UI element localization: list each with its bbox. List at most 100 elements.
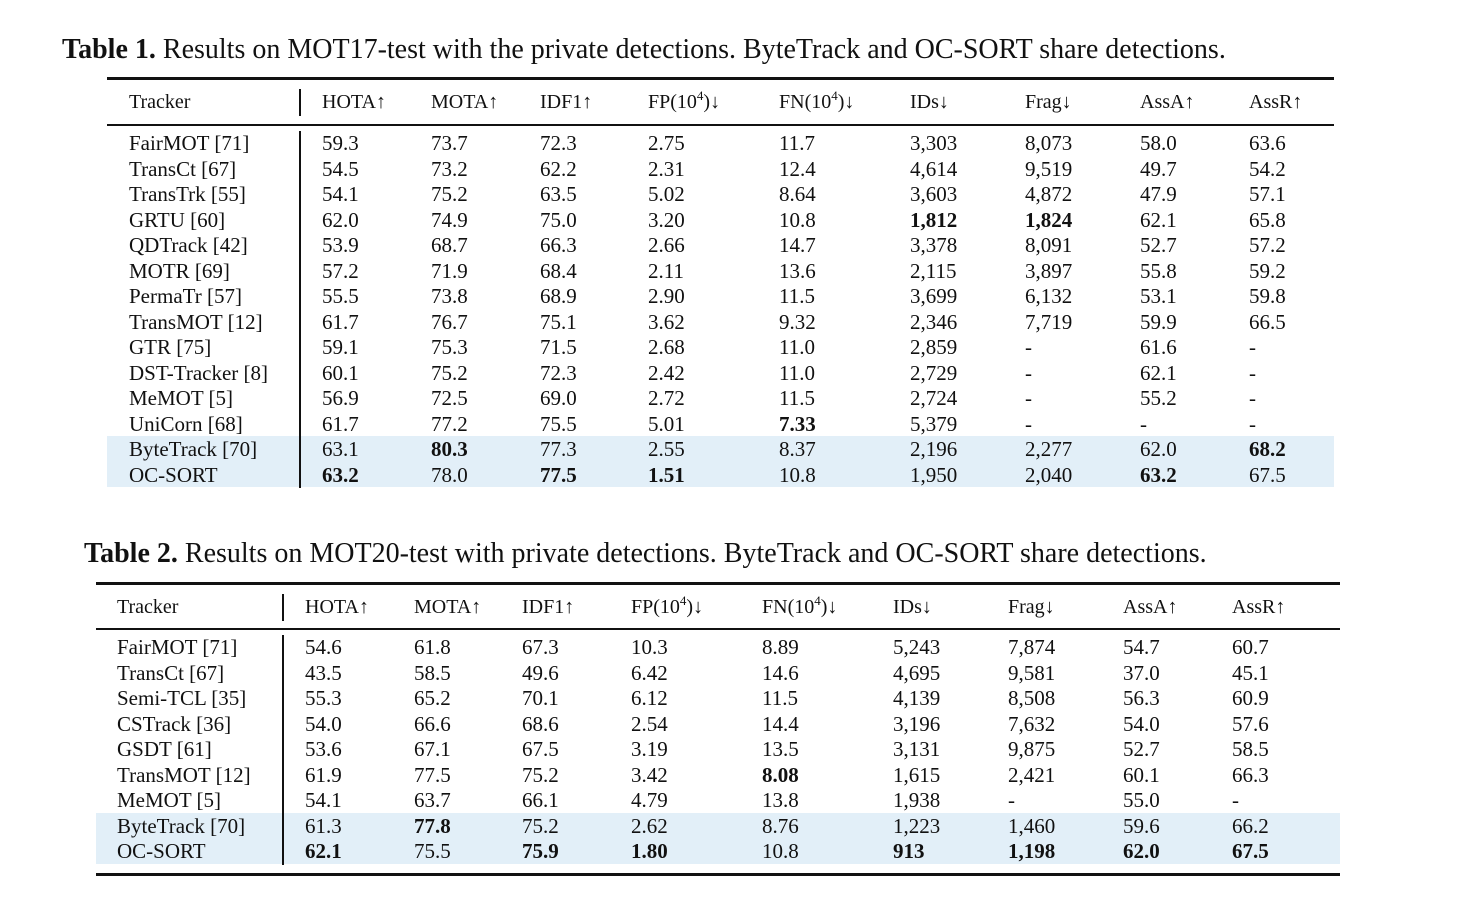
tracker-name: TransCt [67] [129, 156, 237, 181]
metric-value: 3,603 [910, 182, 958, 206]
metric-value: 3,378 [910, 233, 958, 257]
metric-value: 76.7 [431, 309, 468, 334]
metric-value: 2.90 [648, 284, 685, 308]
metric-value: 62.1 [305, 839, 342, 863]
metric-value: 6.12 [631, 686, 668, 710]
metric-value: 10.8 [779, 462, 816, 487]
metric-value: 2,277 [1025, 437, 1073, 461]
metric-value: 10.3 [631, 635, 668, 659]
table-row: UniCorn [68] 61.7 77.2 75.5 5.01 7.33 5,379 - - - [0, 412, 1461, 438]
metric-value: 11.0 [779, 360, 815, 385]
metric-value: - [1025, 386, 1032, 410]
column-header: Frag↓ [1025, 91, 1072, 113]
metric-value: 3.20 [648, 207, 685, 232]
metric-value: 75.0 [540, 207, 577, 232]
metric-value: - [1249, 386, 1256, 410]
tracker-name: PermaTr [57] [129, 284, 242, 308]
metric-value: 9,875 [1008, 737, 1056, 761]
metric-value: 68.9 [540, 284, 577, 308]
metric-value: 4,695 [893, 660, 941, 685]
metric-value: 1,812 [910, 207, 958, 232]
exponent: 4 [696, 88, 704, 103]
metric-value: 55.5 [322, 284, 359, 308]
column-header: IDs↓ [893, 596, 932, 618]
metric-value: 57.2 [322, 258, 359, 283]
metric-value: 54.7 [1123, 635, 1160, 659]
tracker-name: FairMOT [71] [117, 635, 238, 659]
column-separator [282, 594, 284, 621]
header-row: Tracker HOTA↑ MOTA↑ IDF1↑ FP(104)↓ FN(104)↓ ID… [0, 88, 1461, 116]
metric-value: 3.19 [631, 737, 668, 761]
tracker-name: GTR [75] [129, 335, 212, 359]
metric-value: 57.6 [1232, 711, 1269, 736]
metric-value: 54.0 [1123, 711, 1160, 736]
tracker-name: TransMOT [12] [117, 762, 251, 787]
metric-value: - [1249, 360, 1256, 385]
metric-value: 4,872 [1025, 182, 1073, 206]
metric-value: 14.4 [762, 711, 799, 736]
metric-value: 3,303 [910, 131, 958, 155]
metric-value: 55.2 [1140, 386, 1177, 410]
metric-value: - [1025, 411, 1032, 436]
metric-value: 4.79 [631, 788, 668, 812]
metric-value: 57.1 [1249, 182, 1286, 206]
tracker-name: TransMOT [12] [129, 309, 263, 334]
metric-value: 54.1 [305, 788, 342, 812]
metric-value: 1,824 [1025, 207, 1073, 232]
metric-value: 67.5 [1249, 462, 1286, 487]
metric-value: 66.3 [1232, 762, 1269, 787]
metric-value: 63.2 [322, 462, 359, 487]
metric-value: 2.11 [648, 258, 684, 283]
metric-value: 59.1 [322, 335, 359, 359]
metric-value: 11.5 [779, 284, 815, 308]
metric-value: 68.7 [431, 233, 468, 257]
metric-value: 60.9 [1232, 686, 1269, 710]
metric-value: 73.8 [431, 284, 468, 308]
bottom-rule [96, 873, 1340, 876]
metric-value: 5.02 [648, 182, 685, 206]
metric-value: 59.9 [1140, 309, 1177, 334]
tracker-name: ByteTrack [70] [129, 437, 258, 461]
metric-value: 5,243 [893, 635, 941, 659]
table1-caption: Table 1. Results on MOT17-test with the … [62, 36, 1226, 64]
metric-value: 68.6 [522, 711, 559, 736]
metric-value: 75.2 [431, 360, 468, 385]
metric-value: 2.72 [648, 386, 685, 410]
column-header: AssA↑ [1140, 91, 1195, 113]
metric-value: 72.3 [540, 131, 577, 155]
table-row: TransTrk [55] 54.1 75.2 63.5 5.02 8.64 3,603 4,… [0, 182, 1461, 208]
table1-caption-label: Table 1. [62, 34, 156, 65]
metric-value: 61.9 [305, 762, 342, 787]
tracker-name: ByteTrack [70] [117, 813, 246, 838]
metric-value: 1.51 [648, 462, 685, 487]
metric-value: 60.1 [1123, 762, 1160, 787]
metric-value: 66.3 [540, 233, 577, 257]
top-rule [107, 77, 1334, 80]
metric-value: 66.2 [1232, 813, 1269, 838]
metric-value: 63.6 [1249, 131, 1286, 155]
metric-value: 75.3 [431, 335, 468, 359]
metric-value: 2.62 [631, 813, 668, 838]
metric-value: 65.8 [1249, 207, 1286, 232]
metric-value: 61.7 [322, 309, 359, 334]
metric-value: 54.0 [305, 711, 342, 736]
metric-value: 65.2 [414, 686, 451, 710]
metric-value: 2,859 [910, 335, 958, 359]
metric-value: 69.0 [540, 386, 577, 410]
metric-value: 2.31 [648, 156, 685, 181]
metric-value: 2.55 [648, 437, 685, 461]
metric-value: 8.37 [779, 437, 816, 461]
metric-value: 55.0 [1123, 788, 1160, 812]
metric-value: 72.5 [431, 386, 468, 410]
metric-value: 13.6 [779, 258, 816, 283]
column-header: HOTA↑ [322, 91, 386, 113]
metric-value: 67.3 [522, 635, 559, 659]
header-rule [107, 124, 1334, 126]
metric-value: 3.42 [631, 762, 668, 787]
table-row: ByteTrack [70] 61.3 77.8 75.2 2.62 8.76 1,223 1… [0, 814, 1461, 840]
metric-value: 2.75 [648, 131, 685, 155]
table-row: MOTR [69] 57.2 71.9 68.4 2.11 13.6 2,115 3,897 5… [0, 259, 1461, 285]
tracker-name: GRTU [60] [129, 207, 226, 232]
metric-value: 1.80 [631, 839, 668, 863]
table-row: FairMOT [71] 59.3 73.7 72.3 2.75 11.7 3,303 8,0… [0, 131, 1461, 157]
